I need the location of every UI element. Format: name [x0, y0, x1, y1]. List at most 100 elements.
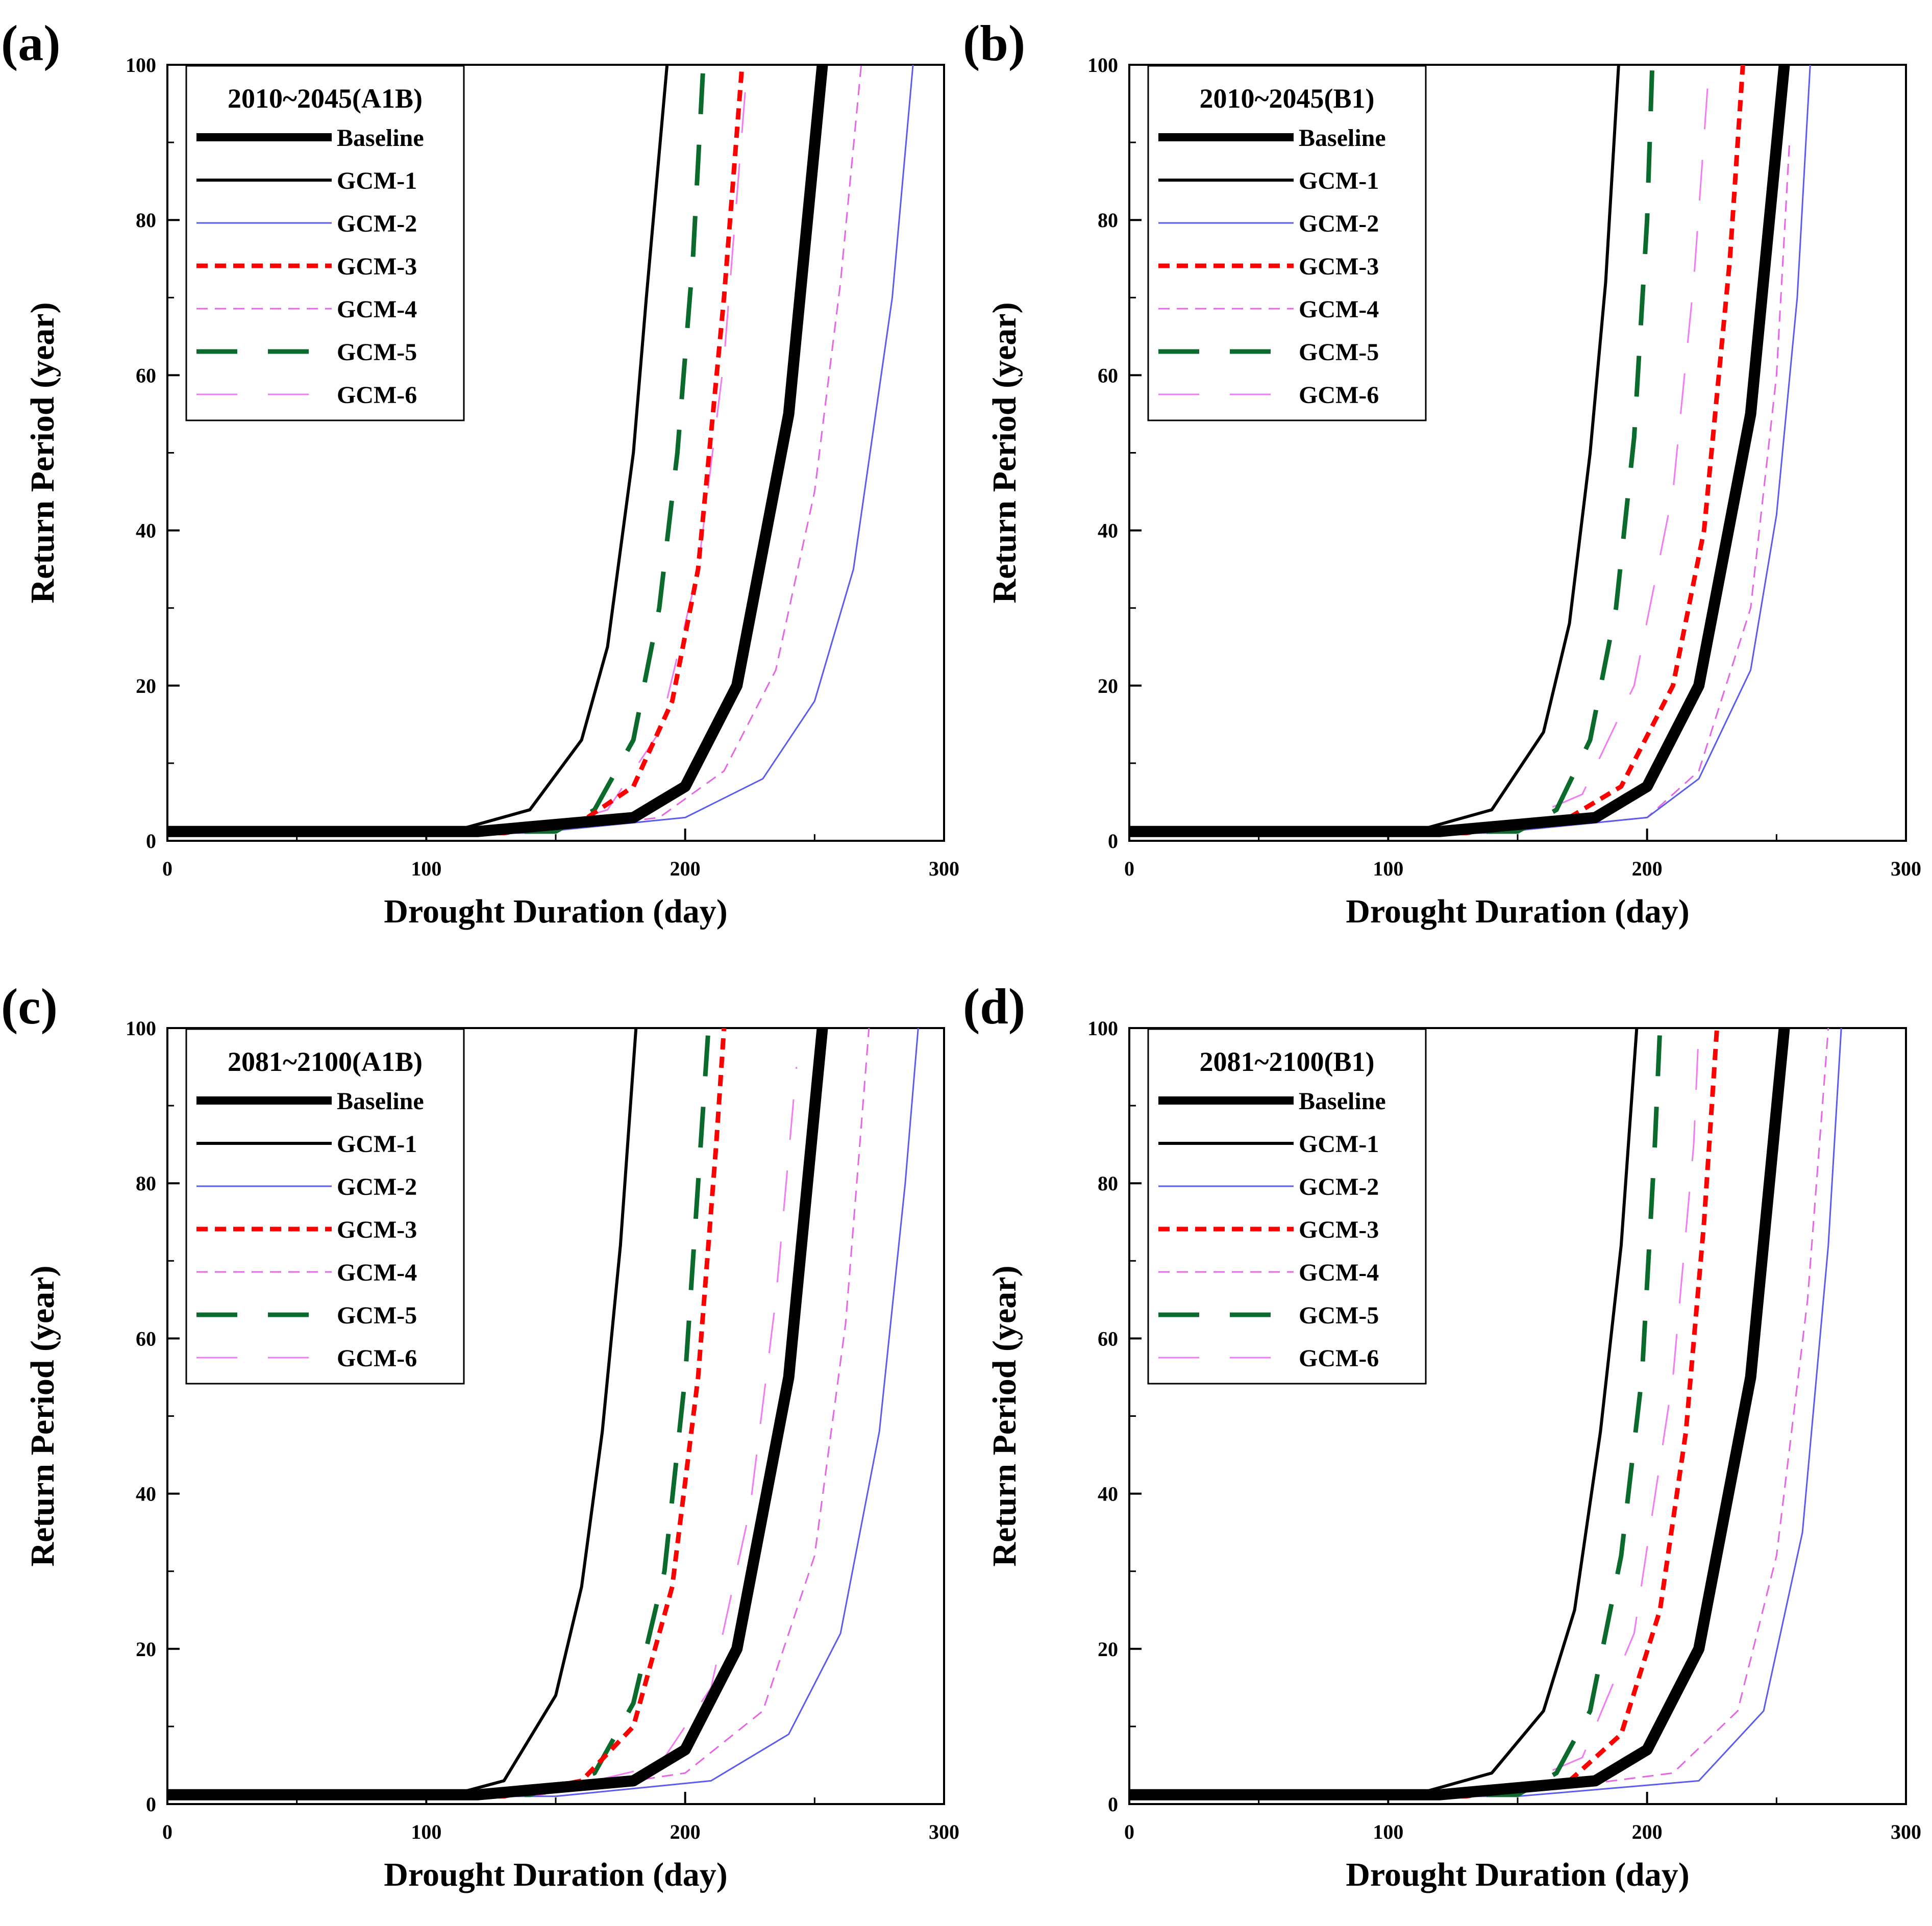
legend-label-baseline: Baseline — [337, 1088, 424, 1115]
y-tick-label: 60 — [136, 1327, 156, 1350]
legend-label-gcm-2: GCM-2 — [337, 210, 417, 237]
y-tick-label: 100 — [126, 54, 156, 77]
legend-label-gcm-2: GCM-2 — [1299, 1173, 1379, 1200]
y-tick-label: 40 — [1098, 519, 1118, 542]
x-axis-title: Drought Duration (day) — [1346, 893, 1690, 930]
series-line-baseline — [167, 65, 828, 837]
chart-panel-3: (c) 0 20 40 60 80 100 0 100 200 300 Drought Duratio… — [1, 978, 959, 1893]
y-axis-title: Return Period (year) — [24, 302, 61, 603]
series-lines — [1129, 65, 1811, 837]
y-axis-title: Return Period (year) — [24, 1265, 61, 1566]
legend: 2081~2100(A1B) Baseline GCM-1 GCM-2 GCM-3 GCM… — [185, 1028, 465, 1385]
legend-label-gcm-5: GCM-5 — [1299, 339, 1379, 366]
series-line-gcm-4 — [167, 1028, 870, 1797]
series-line-gcm-4 — [167, 65, 862, 834]
y-tick-label: 0 — [1108, 830, 1118, 853]
y-tick-label: 80 — [136, 1172, 156, 1195]
legend-label-gcm-5: GCM-5 — [337, 1302, 417, 1329]
x-tick-label: 100 — [411, 857, 441, 880]
x-tick-label: 300 — [929, 857, 959, 880]
series-line-gcm-2 — [167, 1028, 919, 1797]
legend-label-gcm-2: GCM-2 — [337, 1173, 417, 1200]
y-axis-title: Return Period (year) — [986, 1265, 1023, 1566]
legend-label-gcm-6: GCM-6 — [337, 1345, 417, 1372]
legend-label-gcm-1: GCM-1 — [337, 1131, 417, 1158]
x-tick-label: 0 — [1124, 1820, 1134, 1843]
series-line-gcm-4 — [1129, 142, 1791, 834]
legend-box — [185, 65, 465, 421]
y-tick-label: 60 — [1098, 1327, 1118, 1350]
y-tick-label: 40 — [136, 519, 156, 542]
legend-box — [185, 1028, 465, 1385]
legend-title: 2010~2045(B1) — [1199, 83, 1374, 114]
legend-title: 2081~2100(A1B) — [228, 1046, 423, 1077]
legend-title: 2010~2045(A1B) — [228, 83, 423, 114]
legend-label-gcm-5: GCM-5 — [1299, 1302, 1379, 1329]
series-line-baseline — [167, 1028, 828, 1800]
chart-panel-1: (a) 0 20 40 60 80 100 0 100 200 300 Drought Duratio… — [1, 15, 959, 930]
y-tick-label: 40 — [1098, 1483, 1118, 1506]
legend-label-gcm-3: GCM-3 — [1299, 253, 1379, 280]
y-tick-label: 0 — [146, 830, 156, 853]
legend-label-gcm-4: GCM-4 — [1299, 1259, 1379, 1286]
panel-label: (c) — [1, 978, 58, 1035]
x-tick-label: 0 — [1124, 857, 1134, 880]
legend-box — [1147, 1028, 1427, 1385]
chart-panel-4: (d) 0 20 40 60 80 100 0 100 200 300 Drought Duratio… — [963, 978, 1921, 1893]
legend-label-gcm-1: GCM-1 — [1299, 167, 1379, 194]
y-tick-label: 80 — [1098, 1172, 1118, 1195]
x-tick-label: 200 — [670, 1820, 701, 1843]
x-tick-label: 100 — [1373, 1820, 1403, 1843]
legend-label-baseline: Baseline — [1299, 1088, 1386, 1115]
legend-label-baseline: Baseline — [337, 124, 424, 152]
x-tick-label: 0 — [162, 857, 172, 880]
y-tick-label: 20 — [136, 1638, 156, 1661]
legend-label-gcm-6: GCM-6 — [1299, 382, 1379, 409]
legend-label-gcm-4: GCM-4 — [337, 1259, 417, 1286]
chart-panel-2: (b) 0 20 40 60 80 100 0 100 200 300 Drought Duratio… — [963, 15, 1921, 930]
panel-label: (b) — [963, 15, 1025, 71]
y-tick-label: 80 — [1098, 209, 1118, 232]
y-tick-label: 20 — [1098, 1638, 1118, 1661]
legend: 2081~2100(B1) Baseline GCM-1 GCM-2 GCM-3 GCM-… — [1147, 1028, 1427, 1385]
legend-label-baseline: Baseline — [1299, 124, 1386, 152]
series-line-gcm-4 — [1129, 1028, 1829, 1797]
y-tick-label: 100 — [1087, 54, 1118, 77]
y-tick-label: 40 — [136, 1483, 156, 1506]
y-tick-label: 60 — [136, 364, 156, 387]
y-tick-label: 100 — [126, 1017, 156, 1040]
panel-label: (d) — [963, 978, 1025, 1035]
x-tick-label: 0 — [162, 1820, 172, 1843]
y-tick-label: 0 — [146, 1793, 156, 1816]
y-axis-title: Return Period (year) — [986, 302, 1023, 603]
x-tick-label: 300 — [929, 1820, 959, 1843]
legend-label-gcm-3: GCM-3 — [337, 1216, 417, 1243]
series-lines — [1129, 1028, 1842, 1800]
x-tick-label: 200 — [670, 857, 701, 880]
series-lines — [167, 65, 914, 837]
legend-label-gcm-6: GCM-6 — [337, 382, 417, 409]
legend-label-gcm-6: GCM-6 — [1299, 1345, 1379, 1372]
legend: 2010~2045(A1B) Baseline GCM-1 GCM-2 GCM-3 GCM… — [185, 65, 465, 421]
y-tick-label: 100 — [1087, 1017, 1118, 1040]
y-tick-label: 20 — [136, 674, 156, 697]
legend-label-gcm-1: GCM-1 — [1299, 1131, 1379, 1158]
legend-label-gcm-4: GCM-4 — [337, 296, 417, 323]
legend-label-gcm-4: GCM-4 — [1299, 296, 1379, 323]
x-axis-title: Drought Duration (day) — [1346, 1856, 1690, 1893]
series-line-baseline — [1129, 1028, 1790, 1800]
series-lines — [167, 1028, 919, 1800]
x-tick-label: 100 — [411, 1820, 441, 1843]
x-tick-label: 200 — [1632, 857, 1663, 880]
y-tick-label: 0 — [1108, 1793, 1118, 1816]
series-line-baseline — [1129, 65, 1790, 837]
x-axis-title: Drought Duration (day) — [384, 1856, 728, 1893]
legend-label-gcm-1: GCM-1 — [337, 167, 417, 194]
legend-title: 2081~2100(B1) — [1199, 1046, 1374, 1077]
x-tick-label: 300 — [1891, 1820, 1921, 1843]
panel-label: (a) — [1, 15, 61, 71]
x-tick-label: 300 — [1891, 857, 1921, 880]
y-tick-label: 20 — [1098, 674, 1118, 697]
legend: 2010~2045(B1) Baseline GCM-1 GCM-2 GCM-3 GCM-… — [1147, 65, 1427, 421]
